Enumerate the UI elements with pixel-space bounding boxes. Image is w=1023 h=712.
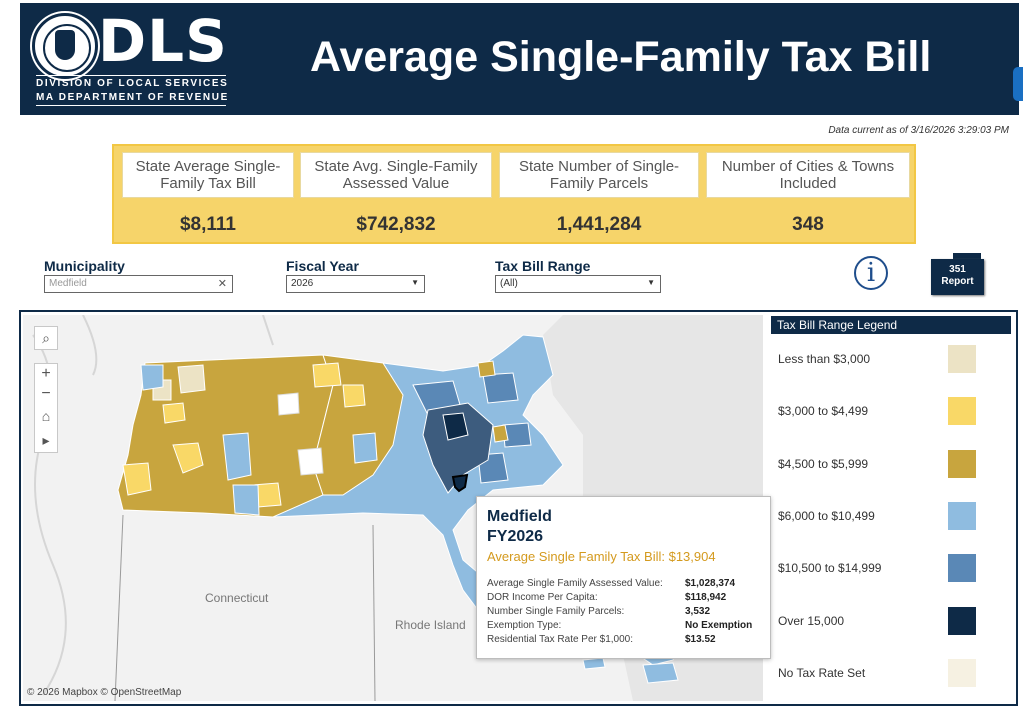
- municipality-tooltip: Medfield FY2026 Average Single Family Ta…: [476, 496, 771, 659]
- fiscal-year-value: 2026: [291, 278, 314, 289]
- clear-icon[interactable]: ✕: [217, 278, 227, 290]
- map-attribution[interactable]: © 2026 Mapbox © OpenStreetMap: [27, 687, 182, 698]
- legend-swatch: [948, 345, 976, 373]
- map-panel: [19, 310, 1018, 706]
- tooltip-row: Number Single Family Parcels: 3,532: [487, 606, 711, 617]
- kpi-label-cities-towns: Number of Cities & Towns Included: [706, 152, 910, 198]
- kpi-label-parcels: State Number of Single-Family Parcels: [499, 152, 699, 198]
- kpi-label-avg-assessed-value: State Avg. Single-Family Assessed Value: [300, 152, 492, 198]
- play-icon[interactable]: ▸: [42, 432, 50, 448]
- legend-item[interactable]: Over 15,000: [778, 606, 998, 635]
- logo-subtitle-2: MA DEPARTMENT OF REVENUE: [36, 92, 229, 103]
- municipality-input[interactable]: Medfield ✕: [44, 275, 233, 293]
- tax-bill-range-label: Tax Bill Range: [495, 258, 591, 274]
- chevron-down-icon: ▼: [647, 278, 655, 287]
- tooltip-row: DOR Income Per Capita: $118,942: [487, 592, 727, 603]
- kpi-label-avg-tax-bill: State Average Single-Family Tax Bill: [122, 152, 294, 198]
- municipality-label: Municipality: [44, 258, 125, 274]
- legend-item-label: No Tax Rate Set: [778, 665, 866, 680]
- report-button[interactable]: 351 Report: [931, 253, 984, 295]
- kpi-value-avg-assessed-value: $742,832: [356, 214, 436, 235]
- legend-item[interactable]: $4,500 to $5,999: [778, 449, 998, 478]
- legend-item-label: $4,500 to $5,999: [778, 456, 869, 471]
- tooltip-title: Medfield: [487, 508, 552, 525]
- side-panel-tab[interactable]: [1013, 67, 1023, 101]
- map-label-rhode-island: Rhode Island: [395, 618, 466, 632]
- chevron-down-icon: ▼: [411, 278, 419, 287]
- map-search-icon[interactable]: ⌕: [34, 326, 58, 350]
- legend-item-label: $6,000 to $10,499: [778, 508, 875, 523]
- info-icon[interactable]: i: [854, 256, 888, 290]
- tax-bill-range-value: (All): [500, 278, 518, 289]
- municipality-value: Medfield: [49, 278, 87, 289]
- legend-swatch: [948, 658, 976, 687]
- legend-item[interactable]: Less than $3,000: [778, 345, 998, 373]
- zoom-in-icon[interactable]: +: [41, 365, 51, 382]
- logo-text: DLS: [98, 7, 228, 75]
- legend-title: Tax Bill Range Legend: [771, 316, 1011, 334]
- legend-item-label: $10,500 to $14,999: [778, 561, 882, 576]
- legend-swatch: [948, 501, 976, 530]
- page-title: Average Single-Family Tax Bill: [310, 33, 932, 81]
- report-label: Report: [941, 276, 974, 287]
- zoom-out-icon[interactable]: −: [41, 385, 51, 402]
- tooltip-avg-tax-bill: Average Single Family Tax Bill: $13,904: [487, 549, 716, 564]
- fiscal-year-label: Fiscal Year: [286, 258, 359, 274]
- ma-seal-icon: [32, 13, 98, 79]
- fiscal-year-select[interactable]: 2026 ▼: [286, 275, 425, 293]
- tooltip-row: Average Single Family Assessed Value: $1,…: [487, 578, 736, 589]
- kpi-value-cities-towns: 348: [792, 214, 824, 235]
- legend-item-label: Over 15,000: [778, 613, 845, 628]
- legend-item[interactable]: $3,000 to $4,499: [778, 397, 998, 426]
- legend-item-label: $3,000 to $4,499: [778, 404, 869, 419]
- legend-item[interactable]: No Tax Rate Set: [778, 658, 998, 687]
- legend-swatch: [948, 449, 976, 478]
- tooltip-row: Residential Tax Rate Per $1,000: $13.52: [487, 634, 716, 645]
- folder-icon: [953, 253, 981, 259]
- tooltip-fiscal-year: FY2026: [487, 528, 544, 545]
- logo-subtitle-1: DIVISION OF LOCAL SERVICES: [36, 78, 229, 89]
- legend-swatch: [948, 606, 976, 635]
- header-banner: DLS DIVISION OF LOCAL SERVICES MA DEPART…: [20, 3, 1019, 115]
- map-zoom-controls: + − ⌂ ▸: [34, 363, 58, 453]
- map-label-connecticut: Connecticut: [205, 591, 269, 605]
- legend-swatch: [948, 397, 976, 426]
- legend-item[interactable]: $10,500 to $14,999: [778, 554, 998, 583]
- data-current-timestamp: Data current as of 3/16/2026 3:29:03 PM: [828, 125, 1009, 136]
- kpi-value-avg-tax-bill: $8,111: [179, 214, 237, 235]
- legend-swatch: [948, 554, 976, 583]
- tooltip-row: Exemption Type: No Exemption: [487, 620, 753, 631]
- report-number: 351: [949, 264, 966, 275]
- legend-item[interactable]: $6,000 to $10,499: [778, 501, 998, 530]
- tax-bill-range-select[interactable]: (All) ▼: [495, 275, 661, 293]
- dls-logo[interactable]: DLS DIVISION OF LOCAL SERVICES MA DEPART…: [32, 7, 227, 107]
- kpi-summary: State Average Single-Family Tax Bill Sta…: [112, 144, 916, 244]
- kpi-value-parcels: 1,441,284: [556, 214, 642, 235]
- legend-item-label: Less than $3,000: [778, 352, 871, 366]
- home-icon[interactable]: ⌂: [41, 408, 51, 424]
